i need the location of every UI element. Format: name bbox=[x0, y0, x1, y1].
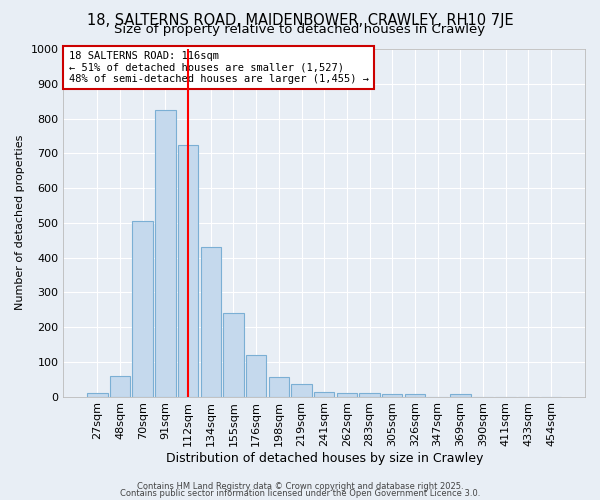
Bar bbox=[246, 355, 266, 397]
Text: Contains public sector information licensed under the Open Government Licence 3.: Contains public sector information licen… bbox=[120, 489, 480, 498]
Bar bbox=[155, 110, 176, 397]
Bar bbox=[337, 393, 357, 396]
Text: Contains HM Land Registry data © Crown copyright and database right 2025.: Contains HM Land Registry data © Crown c… bbox=[137, 482, 463, 491]
Bar bbox=[133, 221, 153, 396]
Text: 18 SALTERNS ROAD: 116sqm
← 51% of detached houses are smaller (1,527)
48% of sem: 18 SALTERNS ROAD: 116sqm ← 51% of detach… bbox=[68, 50, 368, 84]
Bar bbox=[269, 378, 289, 396]
Bar bbox=[450, 394, 470, 396]
Bar bbox=[314, 392, 334, 396]
Bar bbox=[178, 144, 198, 396]
Bar bbox=[405, 394, 425, 396]
Bar bbox=[87, 393, 107, 396]
Text: Size of property relative to detached houses in Crawley: Size of property relative to detached ho… bbox=[115, 22, 485, 36]
Bar bbox=[292, 384, 312, 396]
Bar bbox=[110, 376, 130, 396]
Bar bbox=[223, 313, 244, 396]
Y-axis label: Number of detached properties: Number of detached properties bbox=[15, 135, 25, 310]
Bar bbox=[200, 247, 221, 396]
Bar bbox=[382, 394, 403, 396]
Text: 18, SALTERNS ROAD, MAIDENBOWER, CRAWLEY, RH10 7JE: 18, SALTERNS ROAD, MAIDENBOWER, CRAWLEY,… bbox=[86, 12, 514, 28]
X-axis label: Distribution of detached houses by size in Crawley: Distribution of detached houses by size … bbox=[166, 452, 483, 465]
Bar bbox=[359, 393, 380, 396]
